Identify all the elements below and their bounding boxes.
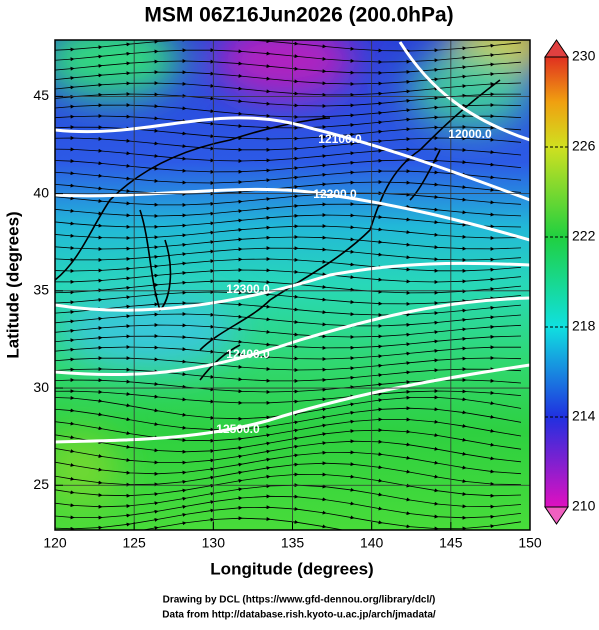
contour-line	[55, 296, 530, 377]
x-tick-label: 135	[281, 535, 305, 551]
x-tick-label: 120	[43, 535, 67, 551]
contour-label: 12400.0	[226, 347, 270, 361]
x-tick-label: 150	[518, 535, 542, 551]
contour-label: 12000.0	[448, 127, 492, 141]
streamline	[55, 311, 522, 328]
y-tick-label: 35	[33, 282, 49, 298]
contour-line	[55, 363, 530, 444]
streamline	[70, 516, 522, 530]
streamline	[55, 158, 522, 174]
colorbar-tick-label: 230	[572, 48, 596, 64]
contour-label: 12300.0	[226, 282, 270, 296]
y-tick-label: 30	[33, 379, 49, 395]
y-axis-label: Latitude (degrees)	[3, 211, 22, 358]
contours	[55, 41, 530, 444]
credit: Drawing by DCL (https://www.gfd-dennou.o…	[163, 595, 436, 606]
streamline	[55, 70, 522, 86]
streamline	[55, 323, 522, 340]
y-tick-label: 40	[33, 184, 49, 200]
contour-line	[55, 187, 530, 242]
contour-line	[55, 261, 530, 312]
x-tick-label: 130	[202, 535, 226, 551]
streamline	[55, 58, 522, 75]
map-field	[55, 40, 530, 530]
x-tick-label: 125	[122, 535, 146, 551]
colorbar-min-arrow	[544, 506, 569, 525]
colorbar-max-arrow	[544, 39, 569, 58]
x-tick-label: 145	[439, 535, 463, 551]
streamline	[55, 179, 522, 196]
contour-line	[398, 41, 530, 142]
x-axis-label: Longitude (degrees)	[210, 559, 373, 578]
coastline	[55, 79, 501, 381]
title: MSM 06Z16Jun2026 (200.0hPa)	[144, 4, 453, 27]
y-tick-label: 25	[33, 476, 49, 492]
contour-line	[55, 116, 530, 202]
colorbar-tick-label: 222	[572, 228, 596, 244]
contour-label: 12100.0	[318, 132, 362, 146]
credit: Data from http://database.rish.kyoto-u.a…	[162, 610, 436, 621]
colorbar-tick-label: 218	[572, 318, 596, 334]
x-tick-label: 140	[360, 535, 384, 551]
colorbar-tick-label: 214	[572, 408, 596, 424]
colorbar-tick-label: 226	[572, 138, 596, 154]
streamline	[55, 169, 522, 186]
contour-label: 12200.0	[313, 187, 357, 201]
colorbar-tick-label: 210	[572, 498, 596, 514]
colorbar	[544, 56, 569, 508]
grid	[55, 40, 530, 530]
contour-label: 12500.0	[216, 422, 260, 436]
y-tick-label: 45	[33, 87, 49, 103]
